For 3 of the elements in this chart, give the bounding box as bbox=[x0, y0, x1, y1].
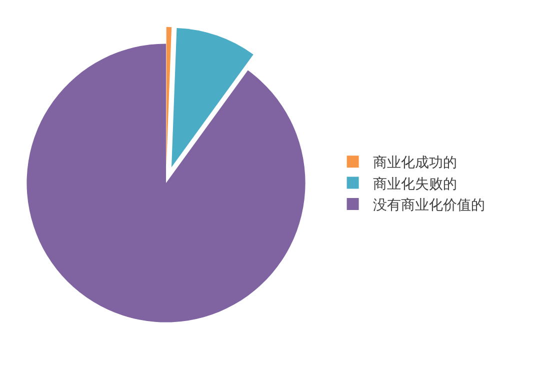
legend-label: 没有商业化价值的 bbox=[372, 197, 485, 214]
legend-label: 商业化失败的 bbox=[372, 176, 457, 192]
legend-label: 商业化成功的 bbox=[372, 155, 457, 172]
